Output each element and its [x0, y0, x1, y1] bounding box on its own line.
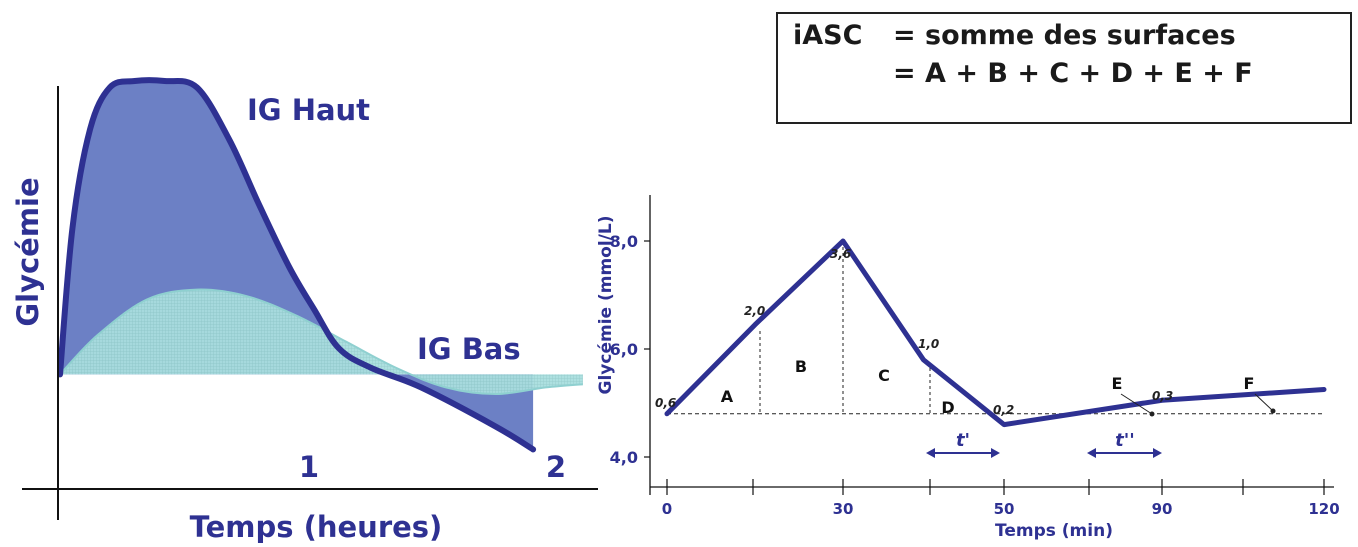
interval-t2-head-left	[1087, 448, 1096, 458]
area-label-F: F	[1244, 374, 1255, 393]
right-chart: 4,0 6,0 8,0 0 30 50 90 120 0,6 2,0 3,6 1,0 0,2 0,3 A B C…	[596, 195, 1340, 541]
ig-bas-area	[60, 289, 583, 394]
right-x-tick-2: 50	[994, 500, 1015, 518]
right-y-tick-1: 6,0	[610, 340, 638, 359]
point-label-4: 0,2	[993, 403, 1014, 417]
right-y-tick-2: 8,0	[610, 232, 638, 251]
left-x-axis-title: Temps (heures)	[190, 510, 443, 544]
area-label-A: A	[721, 387, 734, 406]
ig-haut-label: IG Haut	[247, 93, 370, 127]
right-x-tick-1: 30	[833, 500, 854, 518]
ig-haut-area	[60, 80, 534, 450]
right-y-axis-title: Glycémie (mmol/L)	[596, 216, 616, 395]
ig-haut-curve	[57, 77, 537, 453]
interval-t1-head-left	[926, 448, 935, 458]
area-e-dot	[1149, 411, 1155, 417]
interval-t2-head-right	[1153, 448, 1162, 458]
right-x-tick-4: 120	[1308, 500, 1339, 518]
ig-bas-curve	[59, 288, 583, 396]
interval-t1-label: t'	[956, 430, 970, 451]
area-f-pointer	[1254, 393, 1274, 412]
area-label-E: E	[1112, 374, 1123, 393]
formula-box	[776, 12, 1352, 124]
point-label-5: 0,3	[1152, 389, 1173, 403]
interval-t2-label: t''	[1115, 430, 1135, 451]
point-label-2: 3,6	[830, 247, 851, 261]
formula-line-2: = A + B + C + D + E + F	[893, 58, 1253, 89]
formula-term: iASC	[793, 20, 863, 51]
right-x-tick-3: 90	[1152, 500, 1173, 518]
area-e-pointer	[1120, 393, 1153, 415]
left-y-axis-title: Glycémie	[11, 177, 45, 326]
point-label-0: 0,6	[655, 396, 676, 410]
area-label-B: B	[795, 357, 807, 376]
right-y-tick-0: 4,0	[610, 448, 638, 467]
left-chart: IG Haut IG Bas 1 2 Temps (heures) Glycémie	[11, 77, 598, 544]
right-x-axis-title: Temps (min)	[995, 521, 1113, 541]
left-x-tick-2: 2	[546, 450, 566, 484]
point-label-1: 2,0	[744, 304, 765, 318]
area-label-D: D	[941, 398, 954, 417]
formula-line-1: = somme des surfaces	[893, 20, 1236, 51]
area-label-C: C	[878, 366, 890, 385]
area-f-dot	[1270, 408, 1276, 414]
ig-bas-label: IG Bas	[417, 332, 521, 366]
interval-t1-head-right	[991, 448, 1000, 458]
glucose-curve	[664, 238, 1327, 428]
right-x-tick-0: 0	[662, 500, 672, 518]
left-x-tick-1: 1	[299, 450, 319, 484]
point-label-3: 1,0	[918, 337, 939, 351]
